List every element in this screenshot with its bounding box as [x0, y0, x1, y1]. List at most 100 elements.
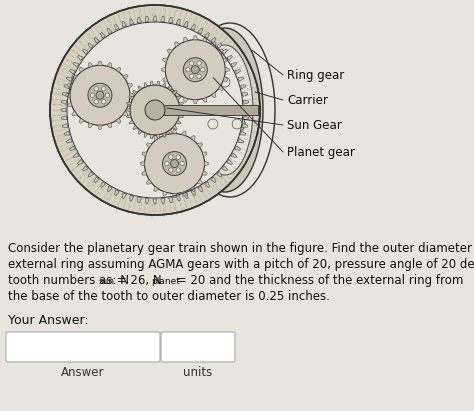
Polygon shape [100, 32, 106, 38]
Polygon shape [163, 133, 166, 137]
Polygon shape [222, 166, 228, 171]
Polygon shape [163, 83, 166, 87]
Polygon shape [202, 97, 207, 102]
Polygon shape [244, 116, 249, 120]
Polygon shape [180, 109, 184, 111]
Polygon shape [227, 55, 232, 60]
Text: units: units [183, 366, 213, 379]
Circle shape [101, 99, 106, 104]
Circle shape [191, 66, 199, 74]
Polygon shape [116, 67, 121, 72]
Circle shape [176, 155, 181, 159]
Polygon shape [128, 84, 133, 88]
Polygon shape [182, 191, 186, 196]
Polygon shape [227, 159, 232, 164]
Polygon shape [198, 186, 203, 192]
Polygon shape [168, 86, 172, 90]
Polygon shape [138, 130, 142, 134]
Polygon shape [211, 177, 216, 182]
Polygon shape [64, 131, 70, 135]
Polygon shape [154, 136, 159, 141]
Circle shape [66, 21, 244, 199]
Polygon shape [153, 16, 157, 21]
Circle shape [94, 99, 99, 104]
Polygon shape [217, 171, 222, 177]
Circle shape [189, 74, 194, 79]
Polygon shape [89, 123, 93, 128]
Polygon shape [144, 133, 147, 137]
Text: Your Answer:: Your Answer: [8, 314, 89, 327]
Polygon shape [72, 74, 77, 80]
Polygon shape [150, 134, 154, 139]
Circle shape [197, 74, 201, 79]
Text: = 20 and the thickness of the external ring from: = 20 and the thickness of the external r… [173, 274, 464, 287]
Circle shape [169, 168, 173, 172]
Polygon shape [163, 77, 168, 81]
Polygon shape [217, 43, 222, 48]
Text: Planet gear: Planet gear [287, 145, 355, 159]
Circle shape [220, 77, 230, 87]
Text: tooth numbers as: N: tooth numbers as: N [8, 274, 129, 287]
Polygon shape [115, 25, 119, 30]
Polygon shape [163, 131, 167, 136]
FancyBboxPatch shape [161, 332, 235, 362]
Circle shape [208, 119, 218, 129]
Circle shape [165, 40, 225, 100]
Polygon shape [184, 37, 188, 42]
Polygon shape [190, 186, 195, 192]
FancyBboxPatch shape [6, 332, 160, 362]
Polygon shape [107, 28, 112, 34]
Circle shape [189, 61, 194, 65]
Polygon shape [72, 111, 77, 116]
Polygon shape [223, 58, 228, 63]
Polygon shape [167, 85, 173, 90]
Polygon shape [238, 77, 244, 81]
Polygon shape [161, 16, 164, 21]
Polygon shape [183, 193, 188, 199]
Circle shape [171, 159, 179, 168]
Polygon shape [115, 190, 119, 196]
Polygon shape [163, 191, 167, 196]
Polygon shape [169, 197, 173, 203]
Polygon shape [161, 67, 165, 72]
Polygon shape [64, 85, 70, 89]
Polygon shape [82, 166, 88, 171]
Polygon shape [107, 186, 112, 192]
Polygon shape [240, 85, 246, 89]
Polygon shape [67, 84, 72, 88]
Polygon shape [179, 102, 183, 106]
Polygon shape [128, 102, 133, 107]
Polygon shape [173, 90, 177, 95]
Polygon shape [184, 97, 188, 102]
Polygon shape [242, 124, 248, 127]
Ellipse shape [197, 45, 253, 175]
Circle shape [180, 162, 184, 166]
Polygon shape [176, 96, 181, 100]
Polygon shape [163, 58, 168, 63]
Polygon shape [133, 125, 137, 130]
Polygon shape [140, 161, 145, 166]
Circle shape [96, 91, 104, 99]
Polygon shape [191, 25, 195, 30]
Polygon shape [240, 131, 246, 135]
Polygon shape [123, 74, 128, 80]
Polygon shape [66, 93, 70, 97]
Circle shape [169, 155, 173, 159]
Polygon shape [223, 77, 228, 81]
Polygon shape [211, 92, 216, 98]
Polygon shape [218, 85, 223, 90]
Polygon shape [107, 123, 111, 128]
Polygon shape [129, 120, 134, 124]
Polygon shape [198, 28, 203, 34]
Text: Answer: Answer [61, 366, 105, 379]
Circle shape [217, 74, 233, 90]
Polygon shape [66, 77, 72, 81]
Ellipse shape [187, 28, 263, 192]
Polygon shape [67, 102, 72, 107]
Polygon shape [231, 153, 237, 158]
Polygon shape [144, 83, 147, 87]
Polygon shape [137, 197, 141, 203]
Polygon shape [79, 118, 84, 123]
Circle shape [50, 5, 260, 215]
Polygon shape [107, 62, 111, 67]
